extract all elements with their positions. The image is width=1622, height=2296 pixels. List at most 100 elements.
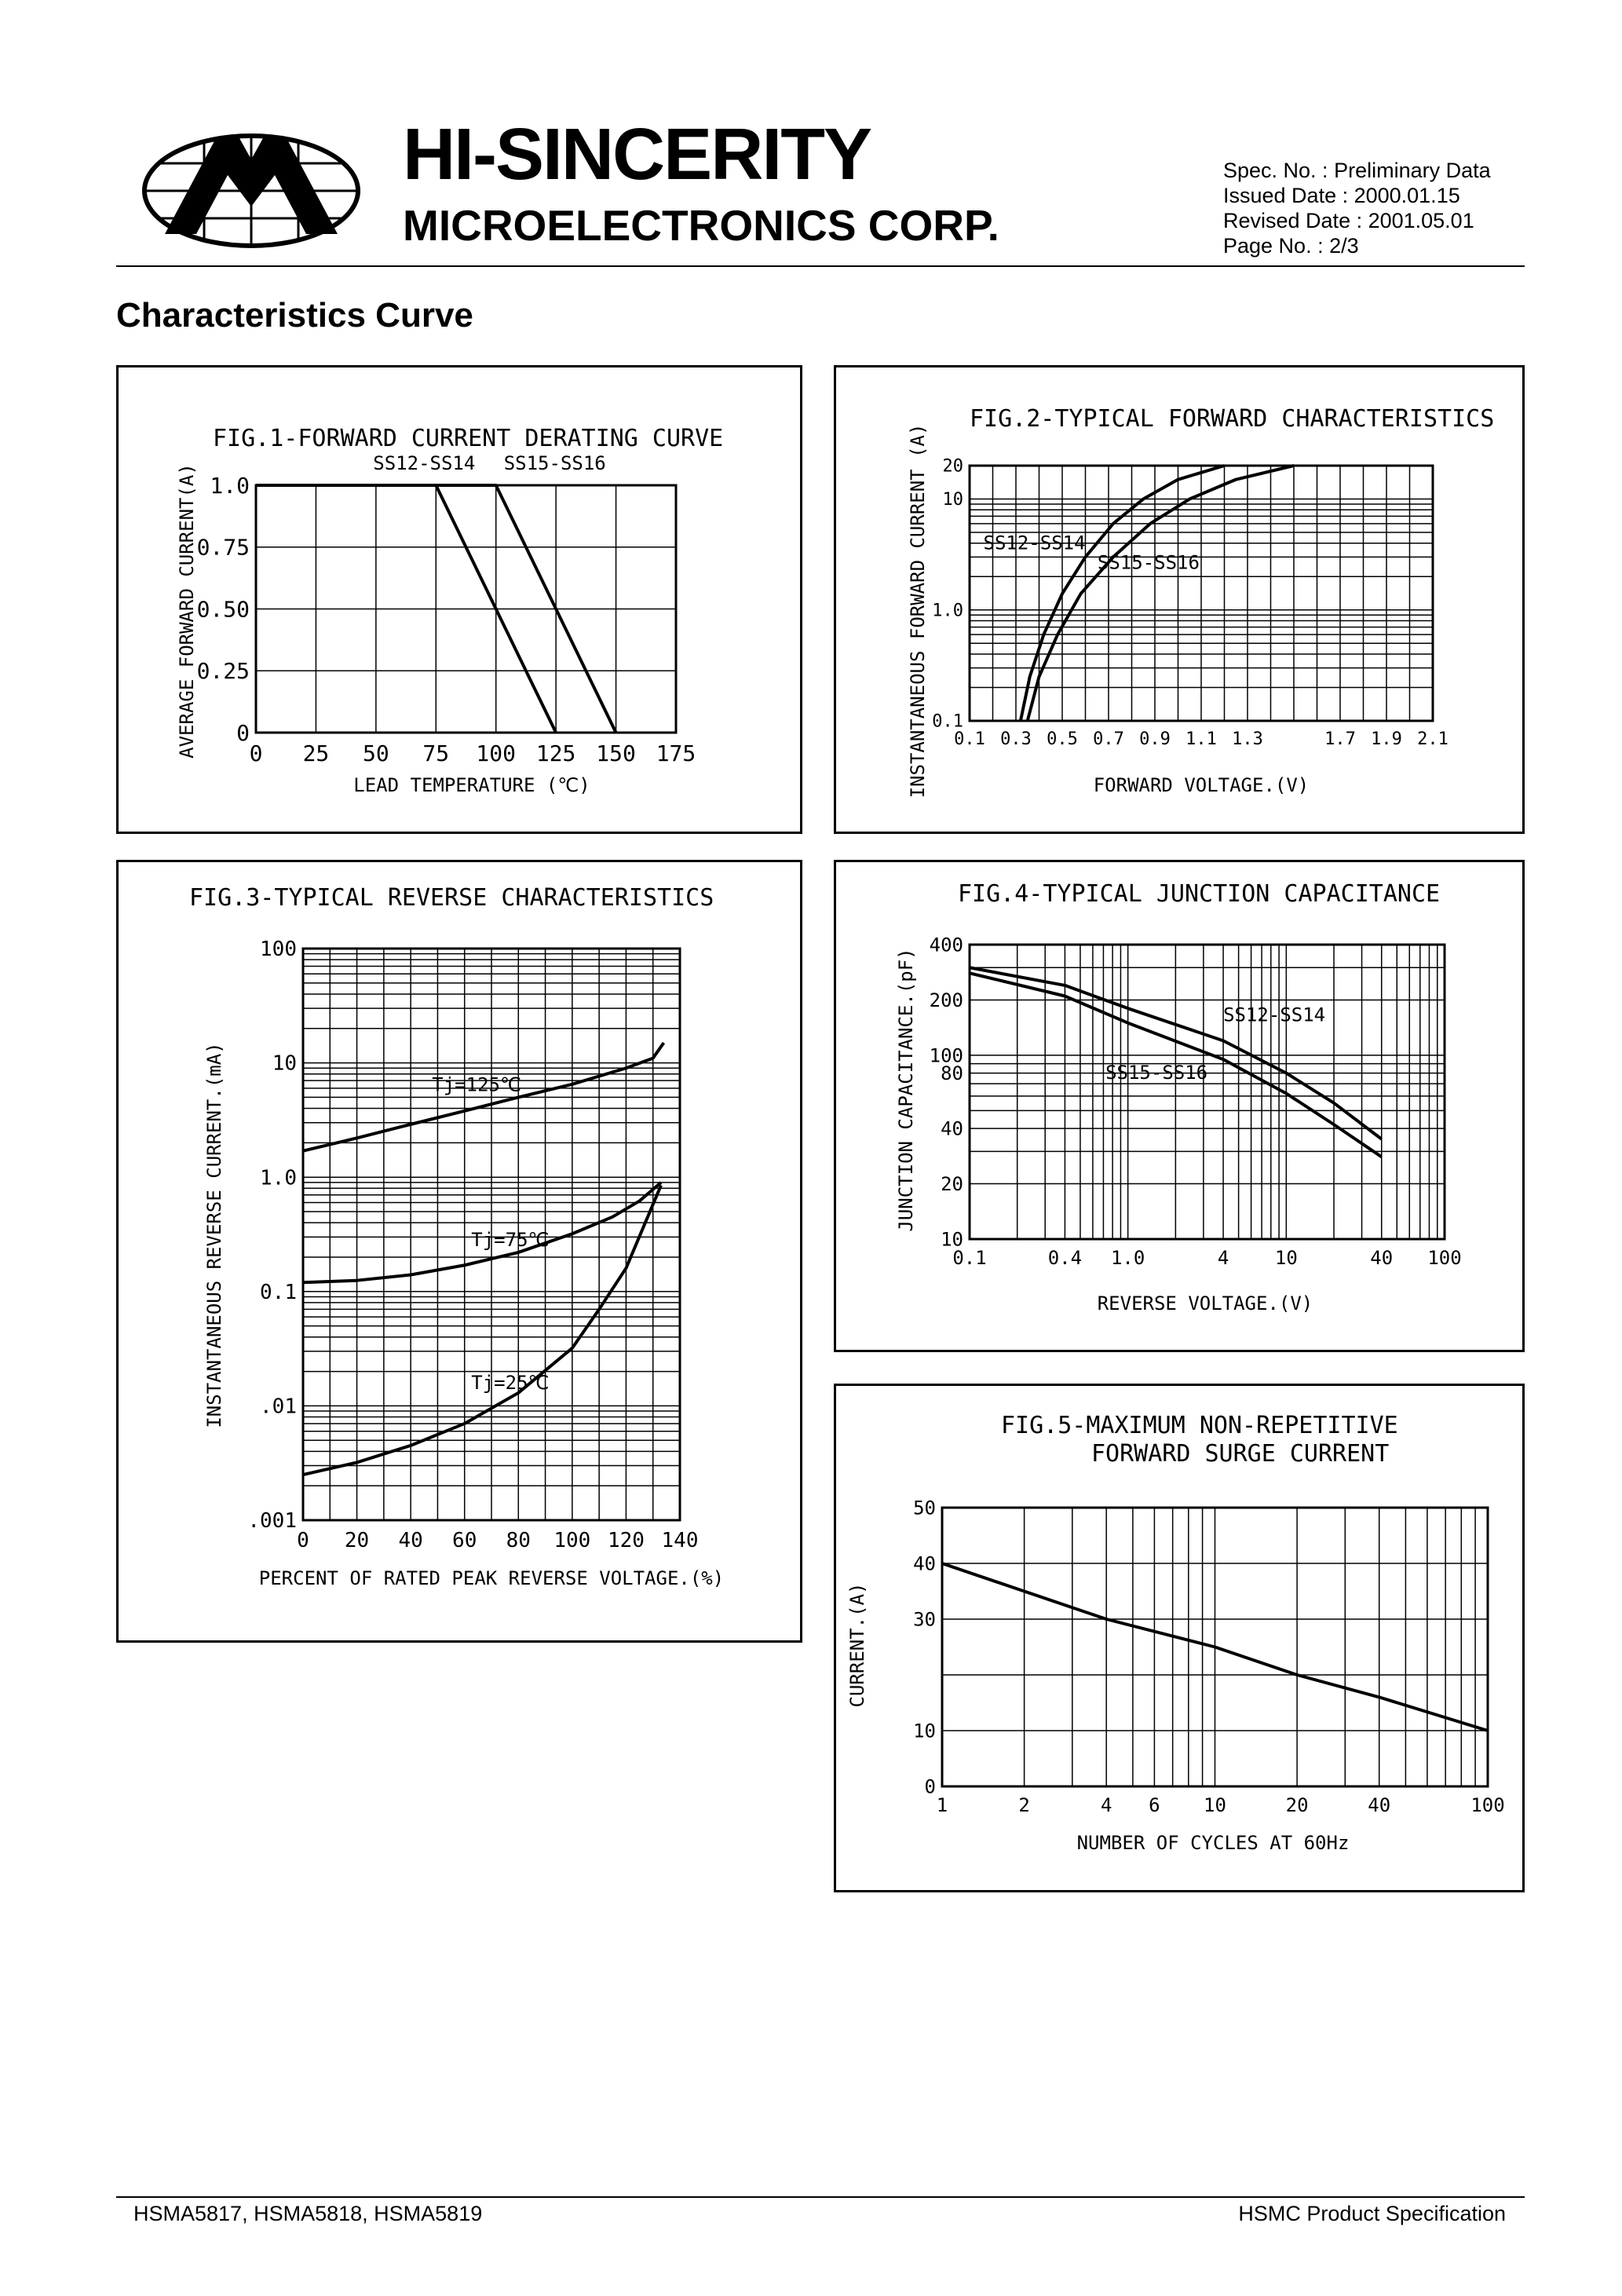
x-axis-label: FORWARD VOLTAGE.(V)	[1094, 774, 1310, 796]
y-tick-label: 1.0	[210, 473, 250, 499]
company-subtitle: MICROELECTRONICS CORP.	[403, 201, 999, 250]
y-tick-label: 0.75	[197, 535, 250, 561]
fig5-chart: 1 2 4 6 10 20 40 100 0 10 30 40 50 FIG.5-MAXIMUM NON-…	[846, 1412, 1505, 1854]
series-label: Tj=75℃	[471, 1229, 549, 1251]
x-tick-label: 1	[937, 1794, 948, 1816]
x-tick-label: 2	[1018, 1794, 1029, 1816]
y-tick-label: 10	[913, 1720, 936, 1742]
x-tick-label: 0.1	[952, 1247, 986, 1269]
x-tick-label: 0	[297, 1529, 309, 1552]
y-tick-label: 1.0	[260, 1166, 297, 1190]
y-tick-label: 0	[236, 720, 250, 746]
series-label: SS12-SS14	[1223, 1004, 1325, 1026]
x-tick-label: 0.3	[1000, 729, 1032, 749]
series-line	[302, 1181, 663, 1285]
company-name: HI-SINCERITY	[403, 113, 872, 195]
series-line	[1018, 464, 1226, 722]
series-label: SS12-SS14	[984, 532, 1086, 554]
y-tick-label: 50	[913, 1497, 936, 1519]
plot-frame	[301, 947, 681, 1522]
x-axis-label: LEAD TEMPERATURE (℃)	[353, 774, 590, 796]
y-tick-label: 200	[930, 989, 963, 1011]
y-tick-label: 10	[272, 1052, 297, 1076]
y-axis-label: INSTANTANEOUS FORWARD CURRENT (A)	[907, 424, 929, 799]
issued-date: Issued Date : 2000.01.15	[1223, 184, 1460, 207]
spec-number: Spec. No. : Preliminary Data	[1223, 159, 1491, 182]
y-tick-label: 0.25	[197, 658, 250, 684]
x-tick-label: 1.9	[1371, 729, 1402, 749]
x-tick-label: 0.4	[1048, 1247, 1082, 1269]
x-tick-label: 4	[1101, 1794, 1112, 1816]
x-tick-label: 100	[1470, 1794, 1504, 1816]
series-label: Tj=25℃	[471, 1372, 549, 1394]
page-number: Page No. : 2/3	[1223, 234, 1359, 258]
x-tick-label: 75	[422, 740, 449, 766]
plot-frame	[941, 1506, 1489, 1788]
x-tick-label: 80	[506, 1529, 531, 1552]
x-tick-label: 0.9	[1139, 729, 1171, 749]
chart-title: FIG.4-TYPICAL JUNCTION CAPACITANCE	[958, 880, 1440, 908]
y-tick-label: 100	[260, 938, 297, 961]
y-tick-label: .001	[247, 1509, 297, 1533]
plot-frame	[968, 464, 1434, 722]
series-line	[969, 971, 1383, 1158]
series-line	[302, 1184, 663, 1477]
y-tick-label: 80	[941, 1062, 963, 1084]
x-axis-label: REVERSE VOLTAGE.(V)	[1098, 1292, 1313, 1314]
series-line	[1025, 464, 1295, 722]
x-tick-label: 0.5	[1047, 729, 1078, 749]
footer-right: HSMC Product Specification	[1238, 2202, 1506, 2225]
x-tick-label: 50	[363, 740, 389, 766]
y-axis-label: INSTANTANEOUS REVERSE CURRENT.(mA)	[203, 1042, 225, 1428]
x-tick-label: 40	[398, 1529, 422, 1552]
x-axis-label: NUMBER OF CYCLES AT 60Hz	[1077, 1832, 1350, 1854]
x-tick-label: 0.1	[954, 729, 985, 749]
x-tick-label: 1.1	[1185, 729, 1217, 749]
y-tick-label: 1.0	[932, 601, 963, 620]
x-tick-label: 4	[1218, 1247, 1229, 1269]
chart-title-line2: FORWARD SURGE CURRENT	[1091, 1440, 1389, 1468]
x-tick-label: 60	[452, 1529, 477, 1552]
revised-date: Revised Date : 2001.05.01	[1223, 209, 1474, 232]
x-tick-label: 100	[1427, 1247, 1461, 1269]
x-tick-label: 140	[662, 1529, 699, 1552]
fig2-chart: 0.1 0.3 0.5 0.7 0.9 1.1 1.3 1.7 1.9 2.1 0.1 1.0 10 20…	[907, 405, 1494, 799]
fig3-panel: 0 20 40 60 80 100 120 140 .001 .01 0.1 1.0 10 100 FIG.…	[116, 860, 802, 1643]
x-tick-label: 40	[1370, 1247, 1393, 1269]
x-tick-label: 1.0	[1111, 1247, 1145, 1269]
series-line	[969, 966, 1383, 1141]
y-axis-label: JUNCTION CAPACITANCE.(pF)	[895, 948, 917, 1231]
plot-frame	[968, 943, 1446, 1241]
y-tick-label: 20	[941, 1173, 963, 1195]
series-line	[256, 484, 618, 733]
y-tick-label: 10	[943, 490, 964, 510]
fig1-chart: 0 25 50 75 100 125 150 175 0 0.25 0.50 0.75 1.0 FIG.1…	[176, 425, 723, 796]
fig1-panel: 0 25 50 75 100 125 150 175 0 0.25 0.50 0.75 1.0 FIG.1…	[116, 365, 802, 834]
y-tick-label: 20	[943, 457, 964, 477]
series-label: SS15-SS16	[1098, 551, 1200, 573]
series-line	[941, 1562, 1489, 1732]
company-logo	[142, 133, 360, 248]
x-tick-label: 175	[656, 740, 696, 766]
series-label: SS15-SS16	[1105, 1062, 1207, 1084]
x-tick-label: 2.1	[1417, 729, 1448, 749]
y-tick-label: 0.1	[932, 712, 963, 732]
series-line	[302, 1041, 666, 1153]
fig3-chart: 0 20 40 60 80 100 120 140 .001 .01 0.1 1.0 10 100 FIG.…	[189, 884, 724, 1589]
series-label: Tj=125℃	[432, 1073, 521, 1095]
y-axis-label: CURRENT.(A)	[846, 1583, 868, 1708]
x-tick-label: 20	[1286, 1794, 1309, 1816]
chart-title: FIG.5-MAXIMUM NON-REPETITIVE	[1001, 1412, 1398, 1439]
x-tick-label: 25	[303, 740, 330, 766]
y-axis-label: AVERAGE FORWARD CURRENT(A)	[176, 463, 198, 759]
fig2-panel: 0.1 0.3 0.5 0.7 0.9 1.1 1.3 1.7 1.9 2.1 0.1 1.0 10 20…	[834, 365, 1525, 834]
y-tick-label: 40	[913, 1552, 936, 1574]
y-tick-label: 100	[930, 1044, 963, 1066]
footer-left: HSMA5817, HSMA5818, HSMA5819	[133, 2202, 483, 2225]
series-label: SS12-SS14	[373, 452, 475, 474]
y-tick-label: 30	[913, 1608, 936, 1630]
x-tick-label: 1.7	[1324, 729, 1356, 749]
fig4-panel: 0.1 0.4 1.0 4 10 40 100 10 20 40 80 100 200 400 FIG.4-…	[834, 860, 1525, 1352]
y-tick-label: 40	[941, 1117, 963, 1139]
chart-title: FIG.1-FORWARD CURRENT DERATING CURVE	[213, 425, 723, 452]
